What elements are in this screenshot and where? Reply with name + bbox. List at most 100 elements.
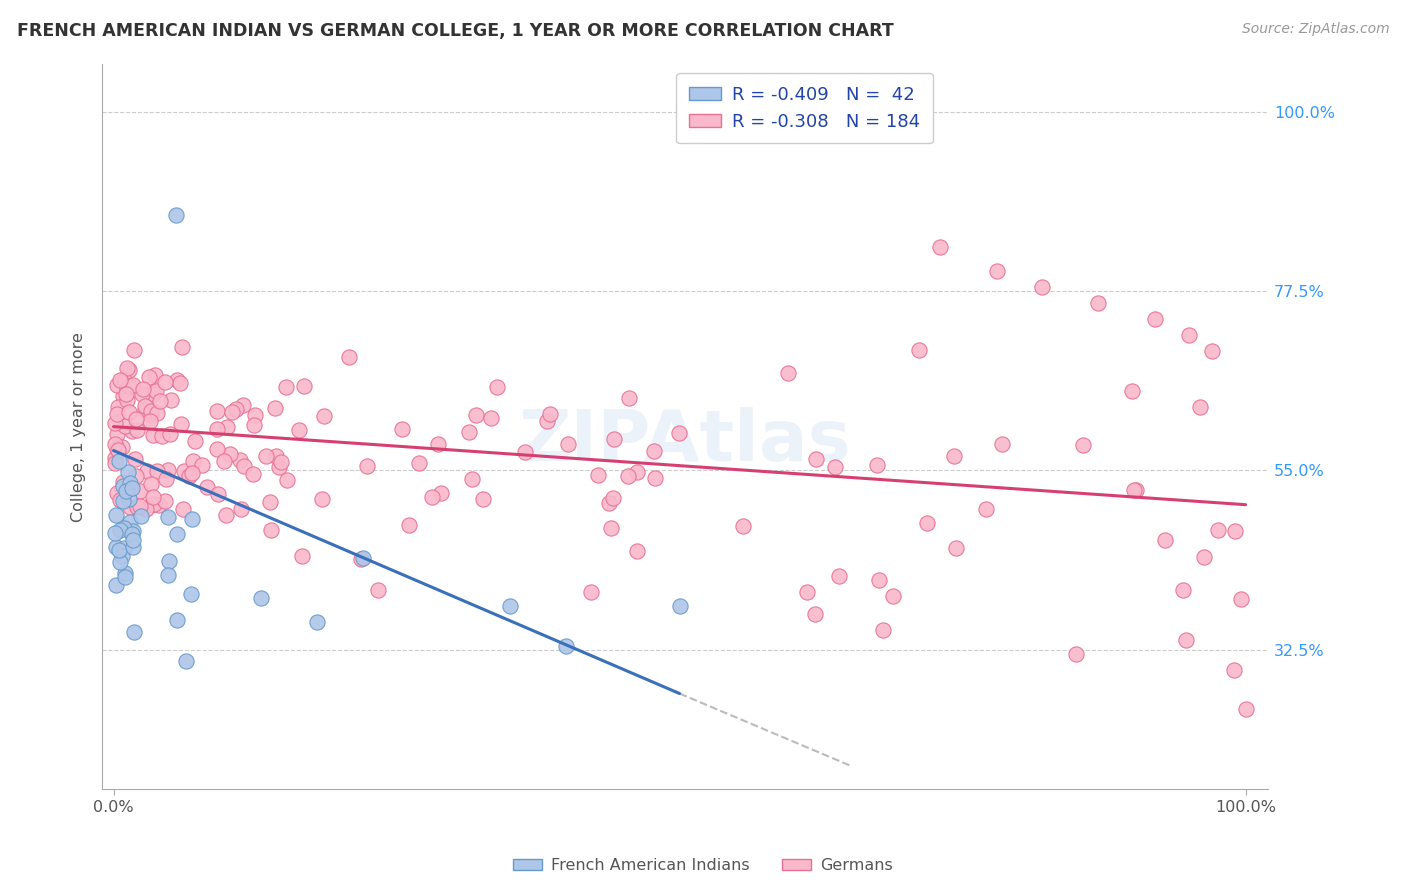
Point [350, 552, 373, 566]
Point [107, 443, 129, 458]
Point [114, 570, 136, 584]
Point [1122, 483, 1144, 497]
Point [107, 400, 129, 414]
Point [337, 351, 360, 365]
Point [218, 446, 240, 460]
Point [169, 376, 191, 391]
Point [112, 479, 135, 493]
Point [426, 436, 449, 450]
Point [124, 451, 146, 466]
Point [165, 209, 187, 223]
Point [1064, 647, 1087, 661]
Point [536, 413, 558, 427]
Point [108, 555, 131, 569]
Point [243, 409, 266, 423]
Point [538, 407, 561, 421]
Point [121, 425, 143, 439]
Point [112, 494, 135, 508]
Point [270, 455, 292, 469]
Point [117, 360, 139, 375]
Point [603, 432, 626, 446]
Point [242, 418, 264, 433]
Point [908, 343, 931, 357]
Point [626, 544, 648, 558]
Point [225, 402, 247, 417]
Point [180, 512, 202, 526]
Point [118, 500, 141, 514]
Point [122, 378, 145, 392]
Point [205, 422, 228, 436]
Point [472, 491, 495, 506]
Point [107, 542, 129, 557]
Point [626, 466, 648, 480]
Point [824, 459, 846, 474]
Point [1125, 483, 1147, 497]
Point [259, 495, 281, 509]
Point [114, 418, 136, 433]
Point [643, 443, 665, 458]
Point [177, 468, 200, 483]
Point [731, 519, 754, 533]
Point [1201, 343, 1223, 358]
Point [142, 428, 165, 442]
Point [915, 516, 938, 531]
Point [872, 623, 894, 637]
Point [146, 406, 169, 420]
Point [464, 408, 486, 422]
Point [129, 483, 152, 498]
Point [104, 508, 127, 522]
Point [129, 499, 152, 513]
Point [122, 625, 145, 640]
Point [170, 340, 193, 354]
Point [118, 480, 141, 494]
Point [104, 416, 127, 430]
Point [1171, 583, 1194, 598]
Point [292, 378, 315, 392]
Point [868, 573, 890, 587]
Point [117, 466, 139, 480]
Point [121, 540, 143, 554]
Point [267, 460, 290, 475]
Point [105, 577, 128, 591]
Point [1230, 591, 1253, 606]
Point [118, 379, 141, 393]
Point [205, 442, 228, 456]
Point [254, 449, 277, 463]
Point [125, 411, 148, 425]
Point [929, 240, 952, 254]
Point [115, 484, 138, 499]
Point [104, 456, 127, 470]
Point [117, 492, 139, 507]
Point [135, 501, 157, 516]
Point [1178, 328, 1201, 343]
Point [105, 486, 128, 500]
Point [311, 491, 333, 506]
Point [804, 607, 827, 621]
Point [115, 392, 138, 407]
Point [104, 437, 127, 451]
Point [110, 482, 132, 496]
Point [172, 502, 194, 516]
Point [356, 458, 378, 473]
Point [156, 568, 179, 582]
Point [221, 405, 243, 419]
Point [131, 508, 153, 523]
Point [882, 589, 904, 603]
Point [479, 411, 502, 425]
Point [1206, 523, 1229, 537]
Point [644, 471, 666, 485]
Point [668, 425, 690, 440]
Point [828, 568, 851, 582]
Point [195, 480, 218, 494]
Point [157, 554, 180, 568]
Point [155, 494, 177, 508]
Point [991, 437, 1014, 451]
Point [142, 490, 165, 504]
Point [586, 468, 609, 483]
Point [136, 464, 159, 478]
Point [118, 405, 141, 419]
Point [134, 403, 156, 417]
Point [149, 393, 172, 408]
Point [160, 393, 183, 408]
Point [111, 440, 134, 454]
